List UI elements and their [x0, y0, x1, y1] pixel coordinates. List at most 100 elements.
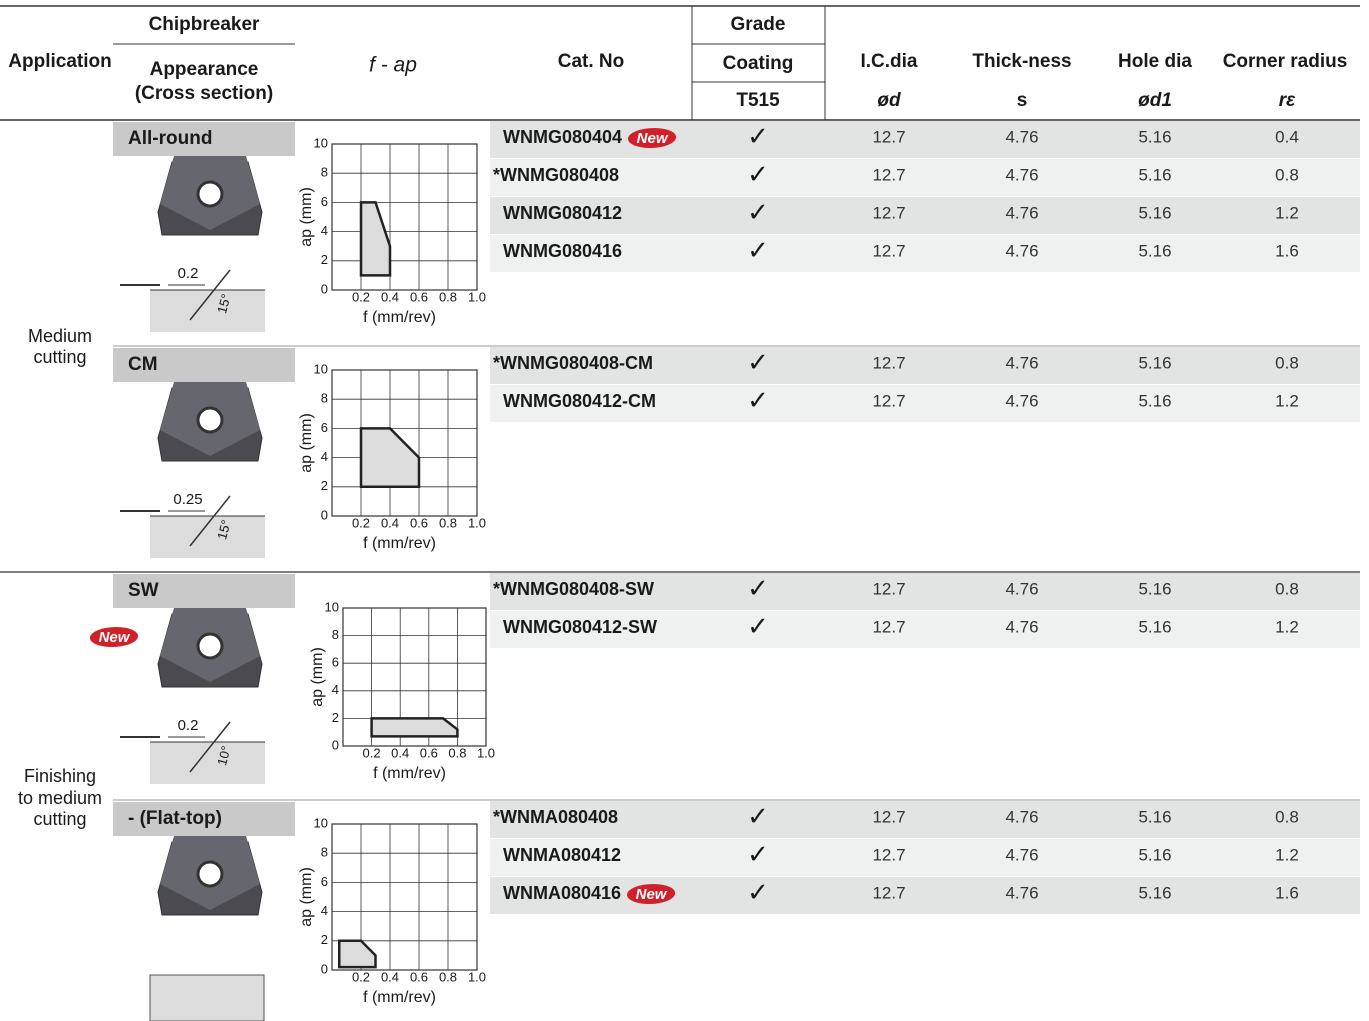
header: Application Chipbreaker Appearance (Cros… [0, 5, 1360, 121]
y-tick-label: 2 [321, 252, 328, 267]
section-dim: 0.2 [178, 265, 199, 282]
application: Finishing [24, 766, 96, 786]
feed-depth-region [359, 427, 421, 489]
cell-s: 4.76 [1005, 203, 1038, 222]
row-bg [490, 839, 1360, 876]
section-angle: 15° [214, 518, 234, 541]
header-cell: Cat. No [558, 51, 625, 72]
x-tick-label: 0.8 [439, 289, 457, 304]
cell-hole: 5.16 [1138, 241, 1171, 260]
cell-r: 0.8 [1275, 807, 1299, 826]
y-tick-label: 6 [321, 420, 328, 435]
plot-frame [331, 369, 478, 517]
cat-no: *WNMG080408-CM [493, 353, 653, 373]
x-tick-label: 0.6 [410, 289, 428, 304]
x-tick-label: 0.2 [352, 289, 370, 304]
y-tick-label: 6 [321, 194, 328, 209]
cell-r: 1.2 [1275, 845, 1299, 864]
cell-ic: 12.7 [872, 845, 905, 864]
cell-r: 1.2 [1275, 617, 1299, 636]
x-tick-label: 0.6 [420, 745, 438, 760]
cell-hole: 5.16 [1138, 165, 1171, 184]
cell-r: 0.8 [1275, 165, 1299, 184]
application: to medium [18, 788, 102, 808]
row-bg [490, 197, 1360, 234]
cell-r: 0.8 [1275, 579, 1299, 598]
header-cell: Appearance [150, 59, 259, 80]
cell-ic: 12.7 [872, 617, 905, 636]
chipbreaker-bar [113, 348, 295, 382]
row-bg [490, 235, 1360, 272]
y-tick-label: 6 [332, 655, 339, 670]
header-cell: I.C.dia [860, 51, 917, 72]
header-cell: Application [8, 51, 111, 72]
section [150, 742, 265, 784]
x-tick-label: 0.2 [363, 745, 381, 760]
row-bg [490, 801, 1360, 838]
grade-check: ✓ [747, 347, 769, 377]
grade-check: ✓ [747, 611, 769, 641]
cell-hole: 5.16 [1138, 845, 1171, 864]
cat-no: *WNMG080408-SW [493, 579, 654, 599]
y-tick-label: 4 [321, 223, 328, 238]
grade-check: ✓ [747, 801, 769, 831]
cell-r: 1.2 [1275, 391, 1299, 410]
y-tick-label: 2 [321, 932, 328, 947]
y-tick-label: 4 [321, 449, 328, 464]
x-tick-label: 1.0 [468, 289, 486, 304]
x-axis-label: f (mm/rev) [373, 765, 446, 782]
section-angle: 15° [214, 292, 234, 315]
y-axis-label: ap (mm) [298, 187, 315, 247]
cell-hole: 5.16 [1138, 127, 1171, 146]
cell-r: 1.6 [1275, 883, 1299, 902]
feed-depth-region [338, 939, 377, 969]
grade-check: ✓ [747, 877, 769, 907]
y-tick-label: 10 [314, 815, 328, 830]
header-symbol: ød [877, 90, 901, 111]
y-tick-label: 4 [332, 682, 339, 697]
cat-no: WNMG080416 [503, 241, 622, 261]
y-tick-label: 0 [332, 737, 339, 752]
grade-check: ✓ [747, 197, 769, 227]
header-cell: Thick-ness [972, 51, 1071, 72]
badge: New [636, 886, 668, 903]
angle-line [189, 269, 231, 321]
cell-hole: 5.16 [1138, 203, 1171, 222]
header-cell: (Cross section) [135, 83, 273, 104]
cell-hole: 5.16 [1138, 883, 1171, 902]
cat-no: WNMG080412-CM [503, 391, 656, 411]
cell-ic: 12.7 [872, 353, 905, 372]
header-symbol: ød1 [1138, 90, 1172, 111]
x-tick-label: 0.6 [410, 969, 428, 984]
y-tick-label: 2 [321, 478, 328, 493]
chipbreaker-bar [113, 574, 295, 608]
cat-no: WNMG080412-SW [503, 617, 657, 637]
cell-s: 4.76 [1005, 391, 1038, 410]
cat-no: WNMG080412 [503, 203, 622, 223]
cell-ic: 12.7 [872, 883, 905, 902]
row-bg [490, 573, 1360, 610]
angle-line [189, 721, 231, 773]
section [150, 516, 265, 558]
x-tick-label: 0.4 [381, 969, 399, 984]
header-cell: Corner radius [1223, 51, 1348, 72]
cell-ic: 12.7 [872, 203, 905, 222]
grade-check: ✓ [747, 159, 769, 189]
cell-s: 4.76 [1005, 127, 1038, 146]
badge: New [637, 130, 669, 147]
badge-bg [89, 627, 139, 647]
grade-check: ✓ [747, 385, 769, 415]
cell-r: 0.8 [1275, 353, 1299, 372]
cat-no: *WNMA080408 [493, 807, 618, 827]
cell-ic: 12.7 [872, 391, 905, 410]
row-bg [490, 385, 1360, 422]
cell-hole: 5.16 [1138, 353, 1171, 372]
y-tick-label: 10 [314, 361, 328, 376]
insert-hole [196, 632, 224, 660]
cell-r: 1.6 [1275, 241, 1299, 260]
header-cell: Hole dia [1118, 51, 1192, 72]
section [149, 974, 265, 1021]
cell-r: 1.2 [1275, 203, 1299, 222]
row-bg [490, 347, 1360, 384]
y-tick-label: 0 [321, 507, 328, 522]
